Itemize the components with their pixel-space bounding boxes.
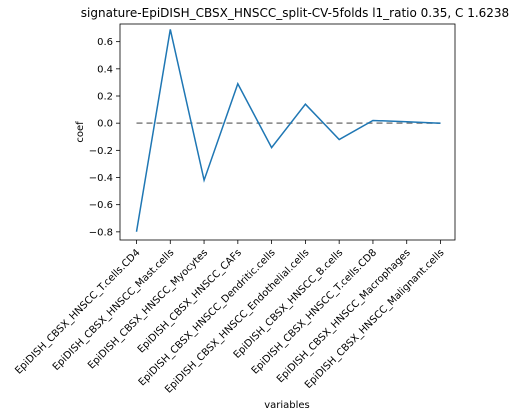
y-axis: −0.8 −0.6 −0.4 −0.2 0.0 0.2 0.4 0.6	[89, 37, 120, 238]
x-tick-label: EpiDISH_CBSX_HNSCC_T.cells.CD8	[250, 247, 379, 376]
x-tick-label: EpiDISH_CBSX_HNSCC_Mast.cells	[51, 247, 177, 373]
chart-title: signature-EpiDISH_CBSX_HNSCC_split-CV-5f…	[81, 6, 509, 20]
y-tick-label: 0.6	[97, 37, 113, 48]
y-tick-label: 0.4	[97, 64, 113, 75]
y-tick-label: −0.2	[89, 146, 113, 157]
x-axis-label: variables	[264, 400, 310, 411]
y-axis-label: coef	[75, 121, 86, 143]
y-tick-label: 0.0	[97, 119, 113, 130]
y-tick-label: −0.6	[89, 200, 113, 211]
x-axis: EpiDISH_CBSX_HNSCC_T.cells.CD4EpiDISH_CB…	[13, 240, 447, 396]
x-tick-label: EpiDISH_CBSX_HNSCC_Myocytes	[86, 247, 210, 371]
plot-frame	[119, 23, 456, 241]
plot-area	[119, 23, 456, 241]
y-tick-label: −0.8	[89, 227, 113, 238]
coef-series-line	[135, 29, 441, 232]
x-tick-label: EpiDISH_CBSX_HNSCC_T.cells.CD4	[13, 247, 142, 376]
y-tick-label: −0.4	[89, 173, 113, 184]
y-tick-label: 0.2	[97, 92, 113, 103]
